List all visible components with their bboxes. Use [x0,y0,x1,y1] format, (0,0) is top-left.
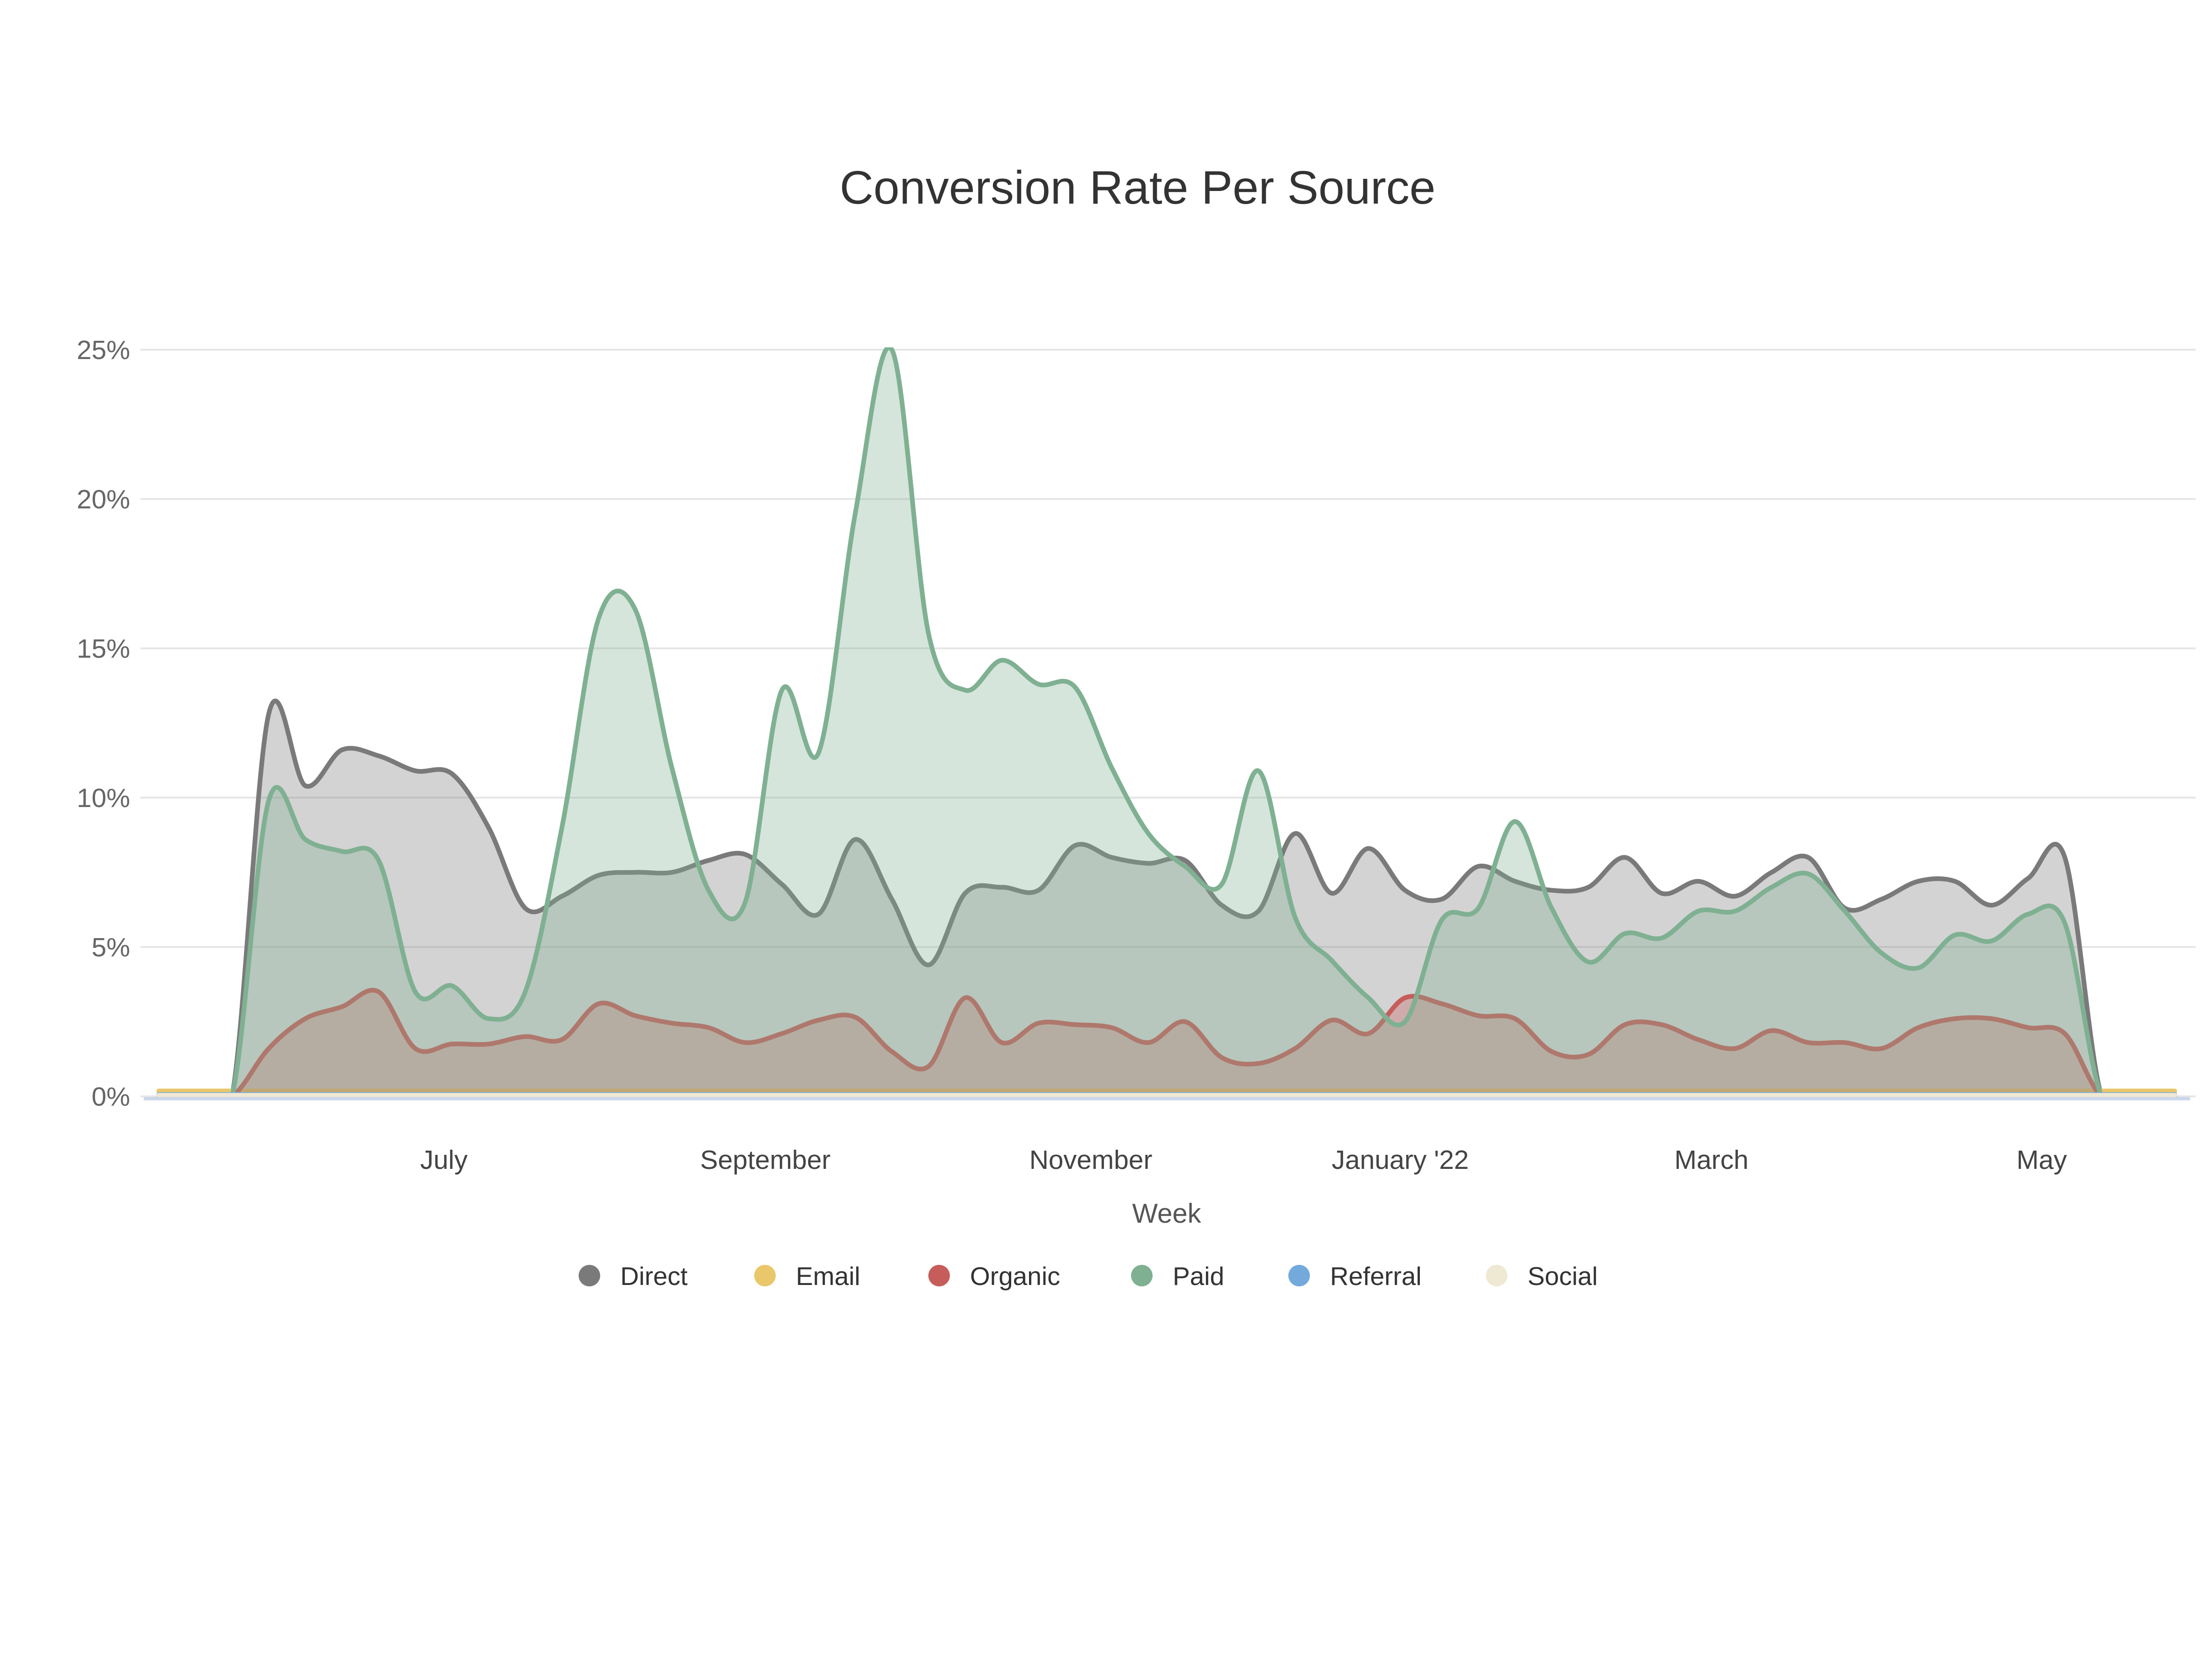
legend-item-direct[interactable]: Direct [579,1262,688,1291]
legend: Direct Email Organic Paid Referral Social [579,1262,1598,1291]
legend-item-organic[interactable]: Organic [928,1262,1060,1291]
legend-item-label: Organic [970,1262,1060,1291]
legend-item-label: Email [796,1262,860,1291]
series-line-organic [156,988,2177,1099]
x-axis-tick-label: November [1029,1145,1153,1175]
series-line-direct [156,698,2177,1099]
legend-marker-icon [1486,1265,1507,1286]
y-axis-tick-label: 5% [92,932,130,962]
legend-marker-icon [928,1265,950,1286]
legend-item-social[interactable]: Social [1486,1262,1598,1291]
legend-marker-icon [1288,1265,1310,1286]
x-axis-tick-label: May [2016,1145,2067,1175]
legend-item-label: Social [1528,1262,1598,1291]
legend-item-label: Paid [1173,1262,1224,1291]
x-axis-tick-label: January '22 [1332,1145,1469,1175]
y-axis-tick-label: 10% [77,783,130,813]
series-area-organic [159,990,2175,1099]
x-axis-tick-label: March [1675,1145,1749,1175]
legend-marker-icon [579,1265,600,1286]
chart-title: Conversion Rate Per Source [840,161,1436,214]
series-areas [156,347,2177,1099]
y-axis-tick-label: 25% [77,335,130,365]
legend-marker-icon [754,1265,776,1286]
series-area-direct [159,701,2175,1099]
y-axis-tick-label: 15% [77,634,130,664]
legend-marker-icon [1131,1265,1153,1286]
y-axis-tick-label: 0% [92,1082,130,1112]
series-area-paid [159,347,2175,1099]
y-axis-tick-labels: 0% 5% 10% 15% 20% 25% [77,335,130,1112]
x-axis-tick-labels: July September November January '22 March May [420,1145,2067,1175]
x-axis-title: Week [1132,1198,1201,1229]
legend-item-label: Direct [620,1262,688,1291]
x-axis-tick-label: September [700,1145,830,1175]
series-line-paid [156,347,2177,1099]
legend-item-referral[interactable]: Referral [1288,1262,1422,1291]
legend-item-paid[interactable]: Paid [1131,1262,1224,1291]
y-axis-tick-label: 20% [77,484,130,514]
legend-item-label: Referral [1330,1262,1422,1291]
x-axis-tick-label: July [420,1145,468,1175]
legend-item-email[interactable]: Email [754,1262,860,1291]
